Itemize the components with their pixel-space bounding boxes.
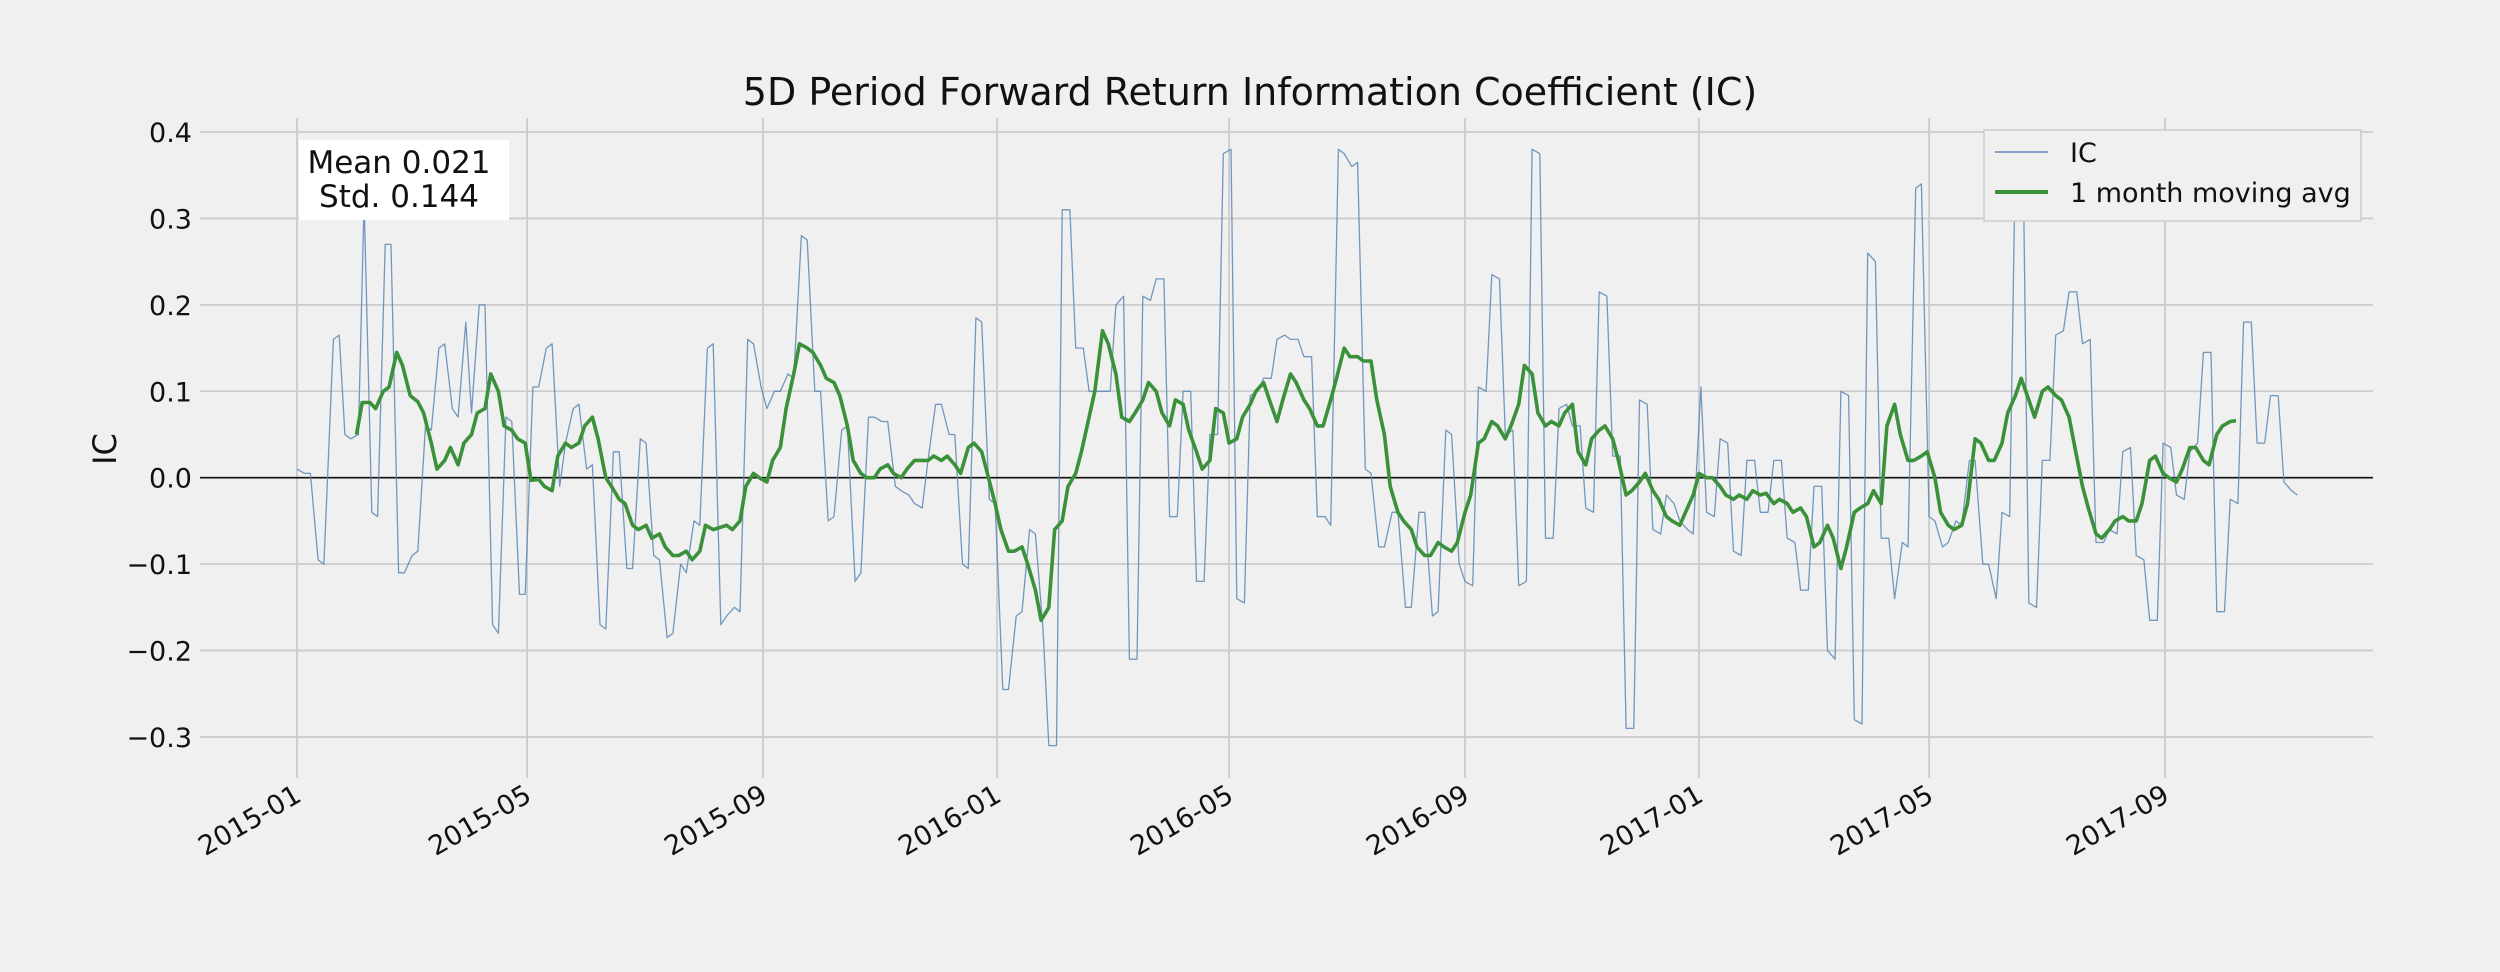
y-axis-label: IC — [86, 433, 124, 465]
y-tick-label: 0.2 — [149, 291, 192, 322]
y-tick-label: −0.2 — [126, 637, 192, 668]
legend: IC 1 month moving avg — [1983, 129, 2362, 222]
y-tick-label: 0.4 — [149, 118, 192, 149]
series-line-moving-avg — [354, 328, 2237, 623]
stats-annotation-box — [299, 140, 509, 220]
y-tick-label: 0.0 — [149, 464, 192, 495]
x-ticks: 2015-01 2015-05 2015-09 2016-01 2016-05 2016-… — [193, 779, 2174, 862]
y-ticks: 0.4 0.3 0.2 0.1 0.0 −0.1 −0.2 −0.3 — [126, 118, 192, 754]
y-tick-label: −0.3 — [126, 723, 192, 754]
x-tick-label: 2016-05 — [1125, 779, 1238, 862]
x-tick-label: 2017-01 — [1595, 779, 1708, 862]
series-lines — [296, 148, 2298, 747]
x-tick-label: 2015-01 — [193, 779, 306, 862]
x-tick-label: 2016-01 — [893, 779, 1006, 862]
x-tick-label: 2016-09 — [1361, 779, 1474, 862]
stats-annotation: Mean 0.021 Std. 0.144 — [299, 140, 509, 220]
legend-label-ic: IC — [2070, 138, 2097, 169]
y-tick-label: −0.1 — [126, 550, 192, 581]
series-line-ic — [296, 148, 2298, 747]
chart-title: 5D Period Forward Return Information Coe… — [743, 70, 1757, 114]
std-text: Std. 0.144 — [319, 179, 479, 215]
mean-text: Mean 0.021 — [307, 145, 490, 181]
y-tick-label: 0.1 — [149, 377, 192, 408]
x-tick-label: 2017-09 — [2061, 779, 2174, 862]
legend-box — [1983, 129, 2362, 222]
y-tick-label: 0.3 — [149, 204, 192, 235]
x-tick-label: 2017-05 — [1825, 779, 1938, 862]
x-tick-label: 2015-05 — [423, 779, 536, 862]
legend-label-moving-avg: 1 month moving avg — [2070, 178, 2351, 209]
x-tick-label: 2015-09 — [659, 779, 772, 862]
